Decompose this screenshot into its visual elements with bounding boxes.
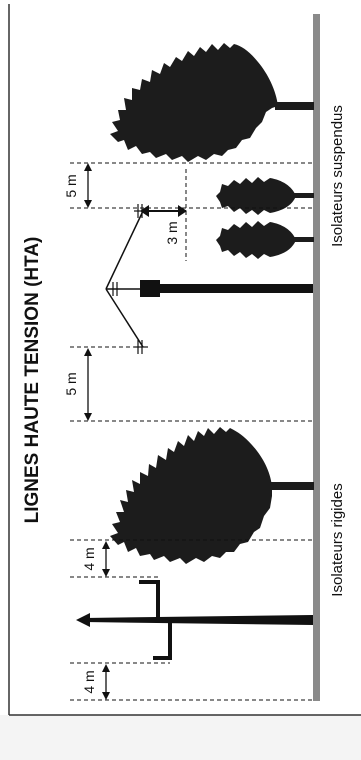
tree-crown <box>110 43 278 162</box>
section-label-rigid: Isolateurs rigides <box>329 483 346 596</box>
tree-small-lower <box>216 221 314 259</box>
pole-suspended <box>105 204 313 354</box>
tree-trunk <box>275 102 314 110</box>
section-label-suspended: Isolateurs suspendus <box>329 105 346 247</box>
tree-crown <box>110 427 272 564</box>
tree-trunk <box>294 193 314 198</box>
dimension-arrow-rigid-left <box>102 664 110 700</box>
pole-body <box>160 284 313 293</box>
footer-band <box>0 715 361 760</box>
tree-small-upper <box>216 177 314 215</box>
tree-large-top <box>110 43 314 162</box>
dimension-label-rigid-left: 4 m <box>81 670 97 693</box>
dimension-label-rigid-right: 4 m <box>81 547 97 570</box>
tree-trunk <box>270 482 314 490</box>
tree-trunk <box>294 237 314 242</box>
pole-rigid <box>76 580 313 660</box>
tree-crown <box>216 221 296 259</box>
diagram-title: LIGNES HAUTE TENSION (HTA) <box>22 237 43 524</box>
tree-large-bottom <box>110 427 314 564</box>
dimension-arrow-suspended-left <box>84 348 92 421</box>
pole-head <box>140 280 160 297</box>
pole-body <box>84 615 313 625</box>
dimension-arrow-suspended-right <box>84 163 92 208</box>
dimension-arrow-rigid-right <box>102 541 110 577</box>
brace-lower <box>105 288 144 348</box>
dimension-label-vertical-3m: 3 m <box>164 221 180 244</box>
pole-tip-arrow <box>76 613 90 627</box>
dimension-label-suspended-left: 5 m <box>63 372 79 395</box>
tree-crown <box>216 177 296 215</box>
dimension-arrow-vertical-3m <box>140 205 187 217</box>
brace-upper <box>105 210 144 290</box>
dimension-label-suspended-right: 5 m <box>63 174 79 197</box>
ground-line <box>313 14 320 701</box>
